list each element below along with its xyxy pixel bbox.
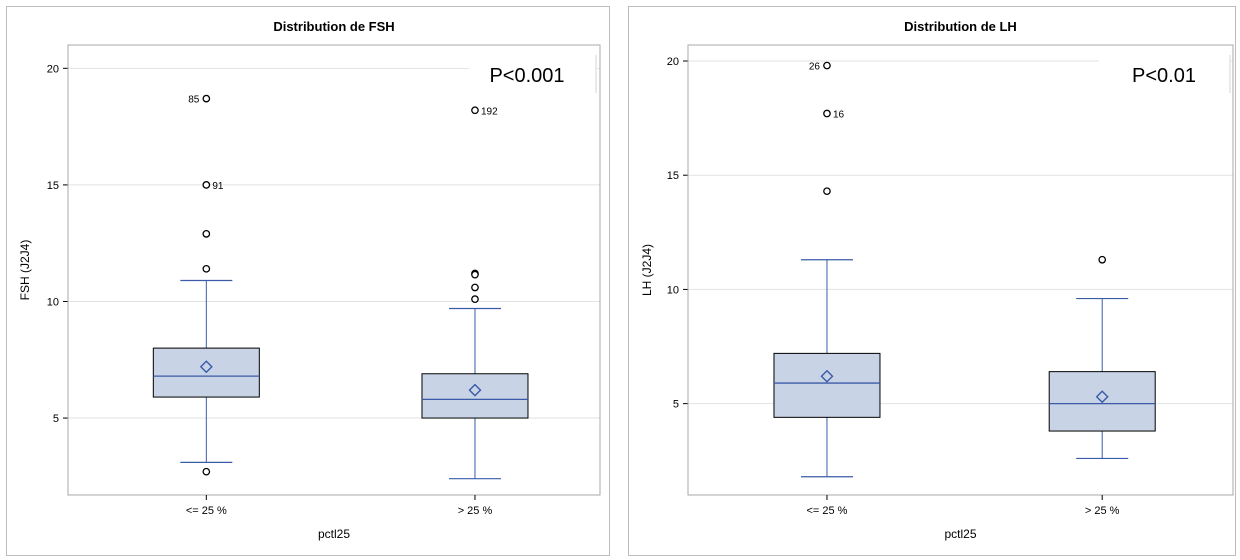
fsh-mean-marker [468, 383, 482, 397]
fsh-outlier-label: 192 [481, 106, 498, 117]
lh-plot-frame [687, 44, 1234, 496]
lh-boxplot: Distribution de LH 5 10 15 20 P<0.01 26 16 <= 25… [640, 19, 1234, 541]
lh-y-tick-label: 5 [673, 399, 679, 411]
lh-x-tick-label: > 25 % [1085, 505, 1120, 517]
lh-outlier-point [823, 109, 831, 118]
fsh-outlier-point [471, 106, 479, 115]
lh-x-tick-label: <= 25 % [806, 505, 847, 517]
lh-outlier-label: 26 [809, 62, 821, 73]
lh-outlier-point [823, 61, 831, 70]
lh-mean-marker [820, 369, 834, 383]
fsh-pvalue-backdrop [469, 55, 597, 93]
fsh-y-tick-label: 20 [47, 63, 59, 75]
lh-box [773, 352, 881, 418]
fsh-x-axis-label: pctl25 [318, 527, 350, 541]
fsh-y-tick-label: 10 [47, 296, 59, 308]
fsh-plot-frame [67, 44, 601, 496]
fsh-y-tick-label: 5 [53, 413, 59, 425]
lh-pvalue-annotation: P<0.01 [1132, 65, 1196, 87]
lh-mean-marker [1095, 390, 1109, 404]
lh-outlier-label: 16 [833, 110, 845, 121]
lh-pvalue-backdrop [1099, 55, 1231, 93]
lh-chart-panel: Distribution de LH 5 10 15 20 P<0.01 26 16 <= 25… [628, 6, 1236, 556]
fsh-outlier-point [202, 181, 211, 189]
lh-y-tick-label: 20 [667, 56, 679, 68]
fsh-y-axis-label: FSH (J2J4) [18, 240, 32, 301]
lh-y-axis-label: LH (J2J4) [640, 244, 654, 296]
fsh-outlier-label: 91 [212, 181, 224, 192]
fsh-x-tick-label: > 25 % [458, 505, 493, 517]
lh-chart-title: Distribution de LH [904, 19, 1017, 34]
lh-x-axis-label: pctl25 [944, 527, 976, 541]
fsh-pvalue-annotation: P<0.001 [489, 65, 564, 87]
fsh-x-tick-label: <= 25 % [186, 505, 227, 517]
fsh-outlier-label: 85 [188, 95, 200, 106]
fsh-outlier-point [471, 295, 479, 303]
fsh-y-tick-label: 15 [47, 180, 59, 192]
lh-y-tick-label: 10 [667, 284, 679, 296]
fsh-outlier-point [202, 467, 211, 476]
fsh-outlier-point [202, 94, 211, 103]
lh-y-tick-label: 15 [667, 170, 679, 182]
fsh-chart-panel: Distribution de FSH 5 10 15 20 P<0.001 85 91 <= … [6, 6, 610, 556]
lh-outlier-point [1098, 255, 1107, 264]
fsh-outlier-point [202, 230, 211, 238]
fsh-outlier-point [202, 264, 211, 273]
fsh-boxplot: Distribution de FSH 5 10 15 20 P<0.001 85 91 <= … [18, 19, 601, 541]
fsh-chart-title: Distribution de FSH [273, 19, 394, 34]
fsh-outlier-point [471, 270, 479, 279]
fsh-outlier-point [471, 283, 479, 292]
lh-outlier-point [823, 187, 831, 196]
fsh-mean-marker [199, 360, 213, 374]
